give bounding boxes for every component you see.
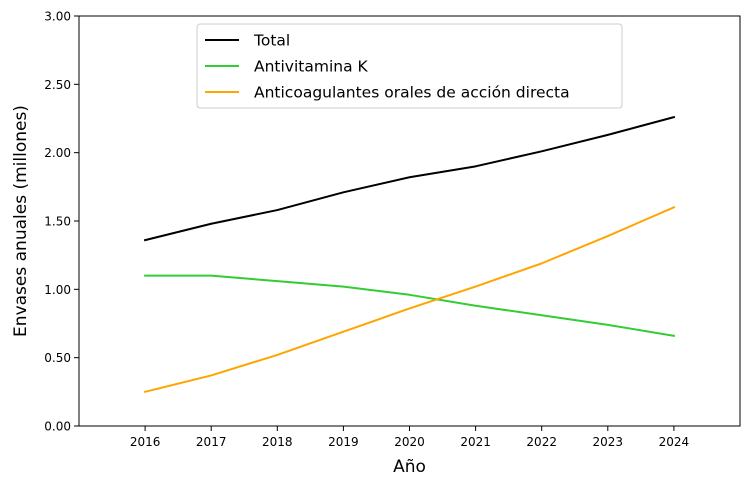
legend-label: Antivitamina K xyxy=(254,58,369,76)
x-tick-label: 2023 xyxy=(593,435,624,449)
y-tick-label: 1.50 xyxy=(44,215,71,229)
x-tick-label: 2020 xyxy=(394,435,425,449)
y-tick-label: 0.50 xyxy=(44,351,71,365)
y-tick-label: 2.50 xyxy=(44,78,71,92)
series-lines xyxy=(143,115,676,394)
y-tick-label: 0.00 xyxy=(44,420,71,434)
legend-label: Anticoagulantes orales de acción directa xyxy=(254,84,570,102)
y-tick-label: 2.00 xyxy=(44,146,71,160)
series-line-2 xyxy=(143,206,676,394)
y-axis-title: Envases anuales (millones) xyxy=(11,105,31,337)
y-axis: 0.00 0.50 1.00 1.50 2.00 2.50 3.00 xyxy=(44,10,79,434)
legend: Total Antivitamina K Anticoagulantes orale… xyxy=(196,23,623,109)
x-axis: 2016 2017 2018 2019 2020 2021 2022 2023 2024 xyxy=(130,426,689,449)
x-axis-title: Año xyxy=(393,457,426,477)
x-tick-label: 2021 xyxy=(460,435,491,449)
x-tick-label: 2018 xyxy=(262,435,293,449)
x-tick-label: 2022 xyxy=(526,435,557,449)
series-line-0 xyxy=(143,115,676,242)
x-tick-label: 2016 xyxy=(130,435,161,449)
x-tick-label: 2019 xyxy=(328,435,359,449)
x-tick-label: 2024 xyxy=(659,435,690,449)
legend-label: Total xyxy=(253,32,290,50)
y-tick-label: 1.00 xyxy=(44,283,71,297)
legend-box xyxy=(196,23,623,109)
x-tick-label: 2017 xyxy=(196,435,227,449)
y-tick-label: 3.00 xyxy=(44,10,71,24)
series-line-1 xyxy=(144,274,676,337)
